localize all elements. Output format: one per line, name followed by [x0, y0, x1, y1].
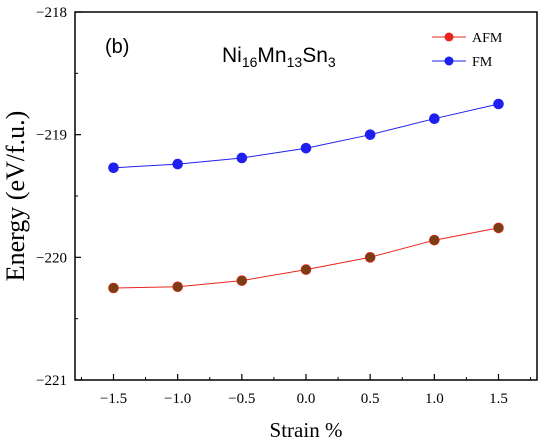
data-point-fm: [108, 162, 119, 174]
data-point-afm: [300, 264, 312, 275]
x-tick-label: 1.5: [489, 391, 508, 407]
x-tick-label: 0.0: [297, 391, 316, 407]
x-axis-ticks: −1.5 −1.0 −0.5 0.0 0.5 1.0 1.5: [80, 374, 532, 407]
y-tick-label: −218: [36, 5, 67, 21]
legend-fm-label: FM: [472, 55, 493, 70]
x-tick-label: 0.5: [361, 391, 380, 407]
series-line-fm: [113, 103, 499, 169]
legend: AFM FM: [432, 31, 503, 70]
data-point-afm: [493, 222, 504, 234]
series-layer: [108, 98, 504, 294]
data-point-afm: [429, 234, 440, 246]
data-point-afm: [364, 252, 376, 263]
data-point-fm: [364, 129, 376, 140]
y-axis-ticks: −221 −220 −219 −218: [36, 5, 81, 389]
data-point-fm: [236, 152, 248, 164]
legend-fm-marker: [444, 56, 454, 66]
panel-label: (b): [105, 36, 129, 58]
legend-afm-marker: [444, 32, 454, 42]
x-tick-label: 1.0: [425, 391, 444, 407]
data-point-fm: [300, 142, 312, 154]
x-tick-label: −0.5: [228, 391, 255, 407]
formula-subscript: 3: [328, 54, 336, 70]
data-point-fm: [429, 113, 440, 125]
formula-element: Mn: [257, 44, 286, 67]
series-line-afm: [113, 227, 499, 289]
formula-subscript: 13: [287, 54, 303, 70]
y-tick-label: −221: [36, 373, 67, 389]
data-point-afm: [172, 281, 183, 293]
compound-formula: Ni16Mn13Sn3: [222, 44, 336, 70]
data-point-fm: [493, 98, 504, 110]
data-point-fm: [172, 158, 183, 170]
y-axis-title: Energy (eV/f.u.): [1, 111, 30, 282]
x-tick-label: −1.5: [100, 391, 127, 407]
formula-element: Ni: [222, 44, 242, 67]
x-axis-title: Strain %: [270, 418, 343, 442]
data-point-afm: [236, 275, 248, 286]
x-tick-label: −1.0: [164, 391, 191, 407]
data-point-afm: [108, 282, 119, 294]
legend-afm-label: AFM: [472, 31, 503, 46]
formula-subscript: 16: [242, 54, 258, 70]
plot-frame: [74, 11, 538, 381]
formula-element: Sn: [302, 44, 328, 67]
y-tick-label: −219: [36, 128, 67, 144]
y-tick-label: −220: [36, 250, 67, 266]
